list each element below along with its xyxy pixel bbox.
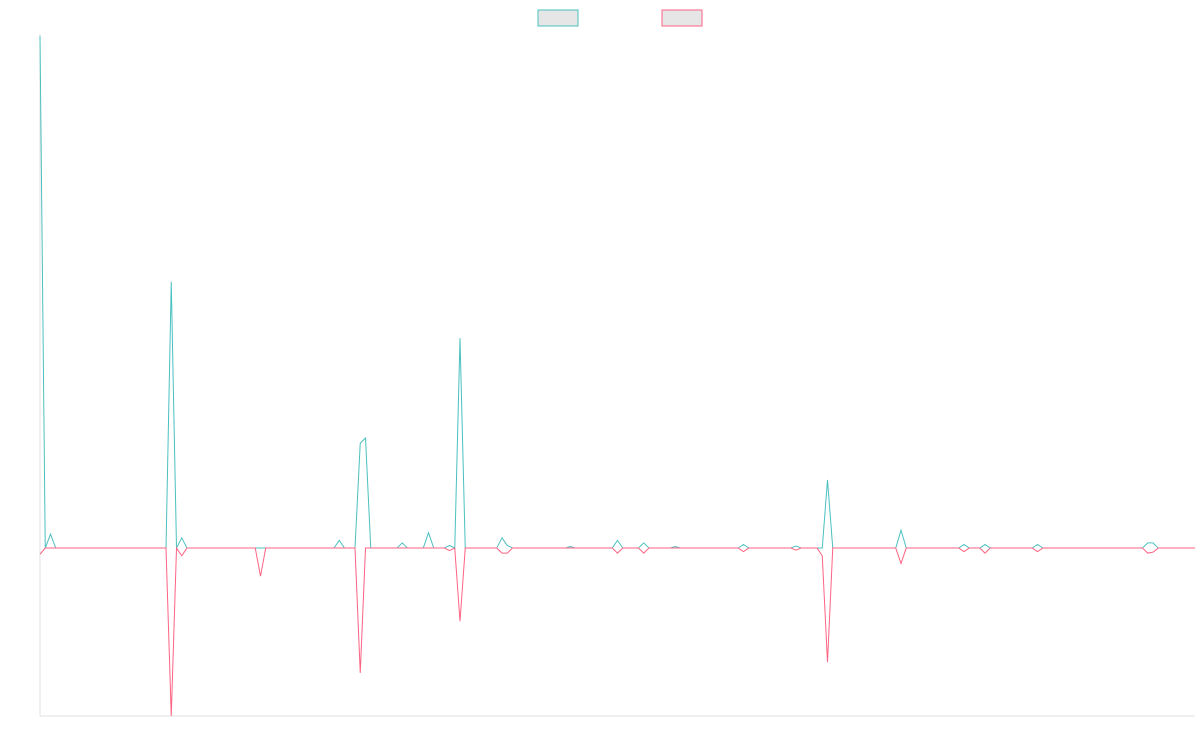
legend-swatch (537, 9, 579, 27)
series-line (39, 546, 1195, 717)
legend-swatch (661, 9, 703, 27)
series-line (39, 35, 1195, 549)
